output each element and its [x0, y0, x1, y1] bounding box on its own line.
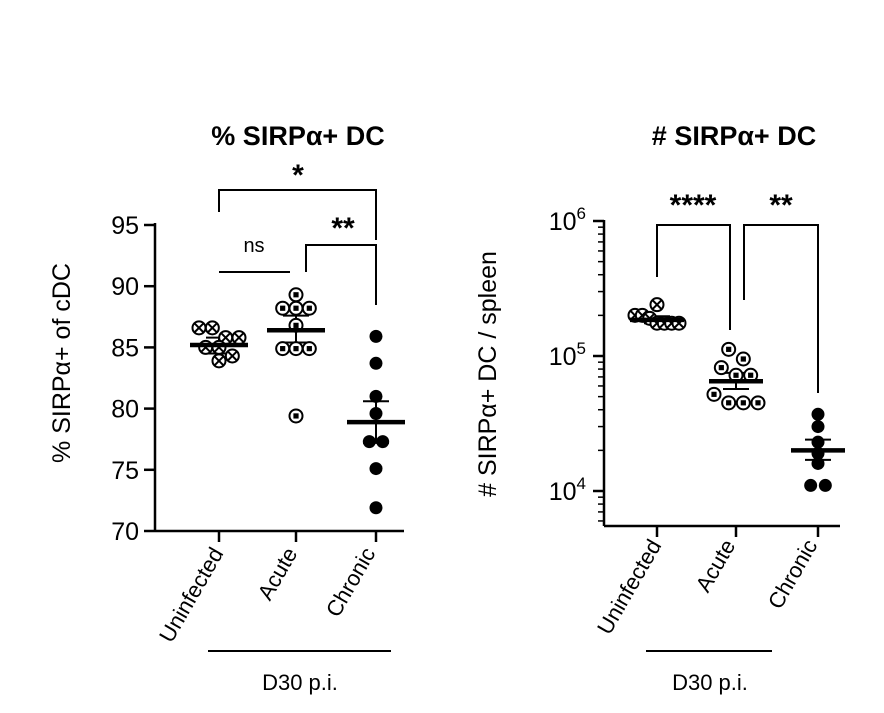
right-category-uninfected: Uninfected [592, 535, 666, 639]
left-point-chronic [369, 329, 383, 343]
right-uninf-acute-bracket [656, 224, 731, 330]
left-uninf-chronic-sig: * [292, 159, 304, 192]
left-point-chronic [369, 356, 383, 370]
right-y-tick-label-1: 105 [549, 339, 586, 371]
left-group-label: D30 p.i. [262, 670, 338, 695]
left-point-uninfected [224, 348, 240, 364]
left-point-chronic [362, 435, 376, 449]
right-title: # SIRPα+ DC [652, 121, 816, 151]
panel-right: # SIRPα+ DC # SIRPα+ DC / spleen 1041051… [474, 121, 845, 695]
left-point-chronic [369, 462, 383, 476]
left-y-axis-label: % SIRPα+ of cDC [48, 263, 76, 463]
left-point-uninfected [231, 330, 247, 346]
right-point-acute [728, 367, 744, 383]
right-point-chronic [811, 407, 825, 421]
right-point-acute [735, 395, 751, 411]
right-group-label: D30 p.i. [672, 670, 748, 695]
left-point-chronic [369, 389, 383, 403]
left-point-acute [288, 287, 304, 303]
left-point-acute [288, 300, 304, 316]
right-y-axis-label: # SIRPα+ DC / spleen [474, 251, 502, 497]
left-point-chronic [369, 501, 383, 515]
left-category-acute: Acute [253, 543, 303, 604]
left-y-tick-label-85: 85 [111, 334, 139, 362]
left-y-tick-label-95: 95 [111, 212, 139, 240]
left-point-uninfected [211, 353, 227, 369]
left-point-acute [275, 300, 291, 316]
right-point-chronic [818, 478, 832, 492]
right-point-chronic [811, 435, 825, 449]
right-point-chronic [811, 456, 825, 470]
left-category-uninfected: Uninfected [154, 543, 228, 647]
right-category-chronic: Chronic [763, 535, 823, 613]
left-point-acute [301, 341, 317, 357]
right-y-ticks: 104 105 106 [549, 204, 604, 522]
left-uninf-chronic-bracket [218, 189, 377, 240]
left-point-chronic [376, 435, 390, 449]
right-point-chronic [804, 478, 818, 492]
right-y-tick-label-2: 106 [549, 204, 586, 236]
left-data-points [190, 287, 405, 515]
right-point-acute [721, 341, 737, 357]
left-acute-chronic-bracket [305, 244, 377, 305]
left-category-chronic: Chronic [321, 543, 381, 621]
right-point-chronic [811, 420, 825, 434]
left-ns-label: ns [243, 235, 264, 257]
right-point-uninfected [649, 297, 665, 313]
panel-left: % SIRPα+ DC % SIRPα+ of cDC 70 75 80 85 90 95… [48, 121, 405, 695]
left-point-uninfected [191, 320, 207, 336]
left-point-acute [288, 341, 304, 357]
right-category-acute: Acute [691, 535, 741, 596]
left-y-tick-label-75: 75 [111, 457, 139, 485]
left-y-ticks: 70 75 80 85 90 95 [111, 212, 155, 546]
right-point-acute [706, 386, 722, 402]
left-y-tick-label-90: 90 [111, 273, 139, 301]
left-y-tick-label-80: 80 [111, 396, 139, 424]
left-title: % SIRPα+ DC [211, 121, 384, 151]
left-x-ticks [217, 531, 378, 542]
left-acute-chronic-sig: ** [331, 212, 355, 245]
right-point-acute [735, 351, 751, 367]
right-acute-chronic-sig: ** [769, 189, 793, 222]
left-point-chronic [369, 406, 383, 420]
right-point-acute [713, 360, 729, 376]
left-point-uninfected [204, 320, 220, 336]
right-uninf-acute-sig: **** [670, 189, 717, 222]
left-point-acute [288, 408, 304, 424]
right-y-tick-label-0: 104 [549, 474, 586, 506]
left-point-acute [275, 341, 291, 357]
left-y-tick-label-70: 70 [111, 518, 139, 546]
left-point-acute [301, 300, 317, 316]
right-x-ticks [655, 526, 820, 537]
right-acute-chronic-bracket [743, 224, 819, 393]
right-point-acute [721, 395, 737, 411]
right-point-acute [750, 395, 766, 411]
right-data-points [627, 297, 845, 492]
